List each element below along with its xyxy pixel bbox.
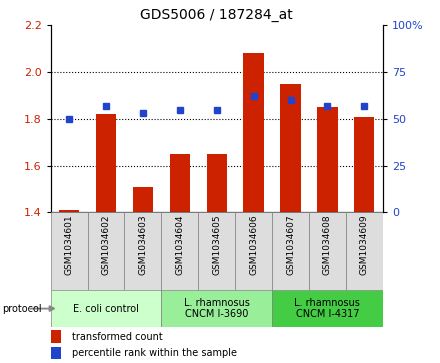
Text: E. coli control: E. coli control	[73, 303, 139, 314]
Text: GSM1034603: GSM1034603	[138, 215, 147, 275]
Text: L. rhamnosus
CNCM I-3690: L. rhamnosus CNCM I-3690	[184, 298, 249, 319]
Bar	[133, 187, 153, 212]
Text: L. rhamnosus
CNCM I-4317: L. rhamnosus CNCM I-4317	[294, 298, 360, 319]
Bar	[346, 212, 383, 290]
Bar	[161, 212, 198, 290]
Bar	[309, 212, 346, 290]
Bar	[59, 210, 79, 212]
Bar	[235, 212, 272, 290]
Text: transformed count: transformed count	[72, 332, 163, 342]
Bar	[88, 212, 125, 290]
Bar	[51, 347, 61, 359]
Bar	[96, 114, 116, 212]
Bar	[51, 330, 61, 343]
Bar	[280, 84, 301, 212]
Text: GSM1034609: GSM1034609	[360, 215, 369, 275]
Bar	[272, 290, 383, 327]
Text: protocol: protocol	[2, 303, 42, 314]
Text: GSM1034604: GSM1034604	[175, 215, 184, 275]
Bar	[51, 290, 161, 327]
Bar	[198, 212, 235, 290]
Bar	[272, 212, 309, 290]
Bar	[125, 212, 161, 290]
Text: GSM1034602: GSM1034602	[102, 215, 110, 275]
Text: GSM1034601: GSM1034601	[65, 215, 73, 275]
Bar	[317, 107, 337, 212]
Bar	[170, 154, 190, 212]
Text: GSM1034607: GSM1034607	[286, 215, 295, 275]
Text: GSM1034608: GSM1034608	[323, 215, 332, 275]
Text: percentile rank within the sample: percentile rank within the sample	[72, 348, 237, 358]
Bar	[243, 53, 264, 212]
Bar	[51, 212, 88, 290]
Text: GSM1034605: GSM1034605	[212, 215, 221, 275]
Bar	[161, 290, 272, 327]
Text: GSM1034606: GSM1034606	[249, 215, 258, 275]
Title: GDS5006 / 187284_at: GDS5006 / 187284_at	[140, 8, 293, 22]
Bar	[354, 117, 374, 212]
Bar	[206, 154, 227, 212]
